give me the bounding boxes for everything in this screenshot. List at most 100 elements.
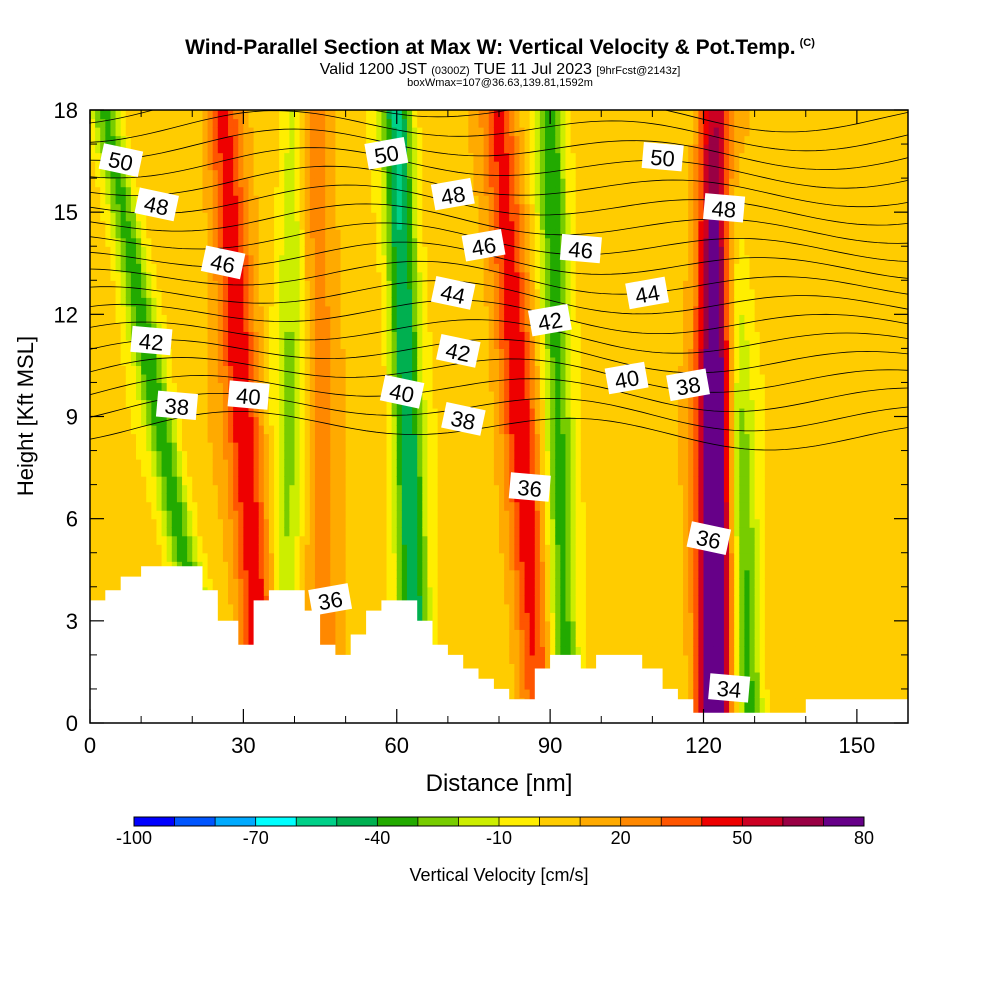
velocity-cell — [248, 254, 255, 264]
velocity-cell — [406, 271, 413, 281]
velocity-cell — [222, 467, 229, 477]
velocity-cell — [304, 348, 311, 358]
velocity-cell — [192, 348, 198, 358]
velocity-cell — [345, 476, 352, 486]
velocity-cell — [125, 450, 132, 460]
velocity-cell — [258, 212, 265, 222]
velocity-cell — [437, 578, 444, 588]
velocity-cell — [299, 467, 306, 477]
velocity-cell — [212, 450, 219, 460]
velocity-cell — [314, 237, 321, 247]
velocity-cell — [289, 288, 296, 298]
velocity-cell — [360, 135, 367, 145]
velocity-cell — [243, 356, 250, 367]
velocity-cell — [299, 118, 306, 128]
velocity-cell — [151, 169, 158, 179]
velocity-cell — [217, 178, 224, 188]
velocity-cell — [442, 544, 449, 554]
velocity-cell — [187, 322, 193, 332]
velocity-cell — [412, 118, 418, 128]
velocity-cell — [304, 297, 311, 307]
velocity-cell — [90, 416, 96, 426]
velocity-cell — [243, 527, 250, 537]
velocity-cell — [432, 629, 439, 639]
velocity-cell — [182, 288, 188, 298]
velocity-cell — [284, 288, 290, 298]
velocity-cell — [406, 118, 413, 128]
velocity-cell — [110, 578, 117, 588]
velocity-cell — [437, 110, 444, 120]
velocity-cell — [156, 382, 163, 392]
velocity-cell — [366, 127, 372, 137]
velocity-cell — [228, 586, 234, 596]
velocity-cell — [268, 365, 275, 375]
velocity-cell — [141, 288, 147, 298]
velocity-cell — [360, 484, 367, 494]
velocity-cell — [228, 305, 234, 315]
velocity-cell — [432, 246, 439, 256]
velocity-cell — [396, 425, 403, 435]
velocity-cell — [217, 127, 224, 137]
title-text: Wind-Parallel Section at Max W: Vertical… — [185, 36, 796, 59]
velocity-cell — [366, 484, 372, 494]
velocity-cell — [340, 297, 347, 307]
velocity-cell — [156, 535, 163, 545]
velocity-cell — [360, 459, 367, 469]
velocity-cell — [304, 280, 311, 290]
velocity-cell — [130, 356, 137, 367]
velocity-cell — [320, 629, 326, 639]
velocity-cell — [284, 161, 290, 171]
velocity-cell — [401, 288, 408, 298]
velocity-cell — [427, 127, 434, 137]
velocity-cell — [171, 348, 178, 358]
velocity-cell — [422, 144, 429, 154]
velocity-cell — [386, 433, 393, 443]
velocity-cell — [284, 322, 290, 332]
velocity-cell — [274, 569, 280, 579]
velocity-cell — [360, 322, 367, 332]
velocity-cell — [125, 280, 132, 290]
velocity-cell — [330, 390, 336, 401]
velocity-cell — [187, 459, 193, 469]
velocity-cell — [100, 373, 106, 384]
velocity-cell — [233, 212, 239, 222]
velocity-cell — [406, 254, 413, 264]
velocity-cell — [95, 561, 101, 571]
velocity-cell — [187, 135, 193, 145]
velocity-cell — [304, 433, 311, 443]
velocity-cell — [263, 484, 270, 494]
velocity-cell — [320, 450, 326, 460]
velocity-cell — [376, 467, 383, 477]
velocity-cell — [314, 348, 321, 358]
velocity-cell — [284, 220, 290, 230]
velocity-cell — [100, 186, 106, 196]
valid-utc: (0300Z) — [431, 65, 470, 77]
velocity-cell — [309, 254, 316, 264]
velocity-cell — [156, 484, 163, 494]
velocity-cell — [381, 169, 388, 179]
velocity-cell — [330, 493, 336, 503]
velocity-cell — [360, 586, 367, 596]
velocity-cell — [299, 459, 306, 469]
velocity-cell — [171, 535, 178, 545]
velocity-cell — [233, 186, 239, 196]
velocity-cell — [422, 229, 429, 239]
velocity-cell — [309, 399, 316, 409]
velocity-cell — [355, 586, 362, 596]
velocity-cell — [166, 527, 173, 537]
velocity-cell — [253, 203, 260, 213]
velocity-cell — [156, 144, 163, 154]
velocity-cell — [202, 501, 209, 511]
velocity-cell — [130, 382, 137, 392]
velocity-cell — [187, 373, 193, 384]
velocity-cell — [263, 280, 270, 290]
velocity-cell — [355, 203, 362, 213]
velocity-cell — [263, 246, 270, 256]
velocity-cell — [146, 118, 152, 128]
velocity-cell — [355, 288, 362, 298]
velocity-cell — [105, 229, 112, 239]
velocity-cell — [330, 569, 336, 579]
velocity-cell — [115, 518, 122, 528]
velocity-cell — [202, 212, 209, 222]
velocity-cell — [381, 578, 388, 588]
